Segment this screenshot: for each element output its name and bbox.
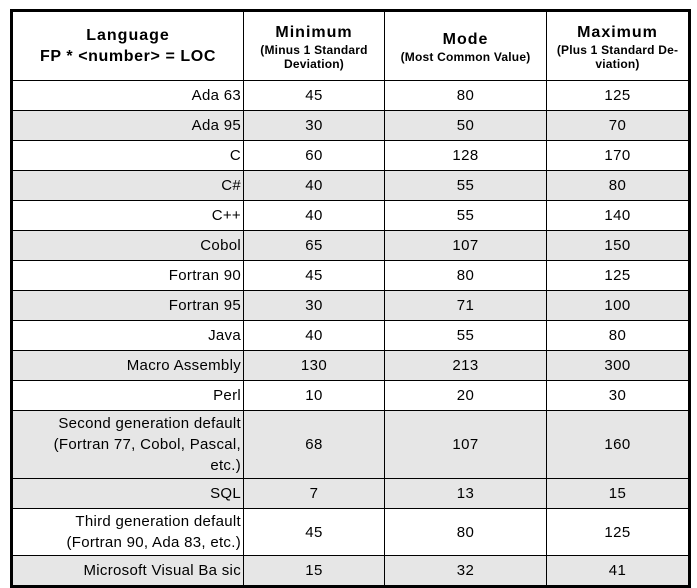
- maximum-cell: 30: [546, 380, 690, 411]
- language-cell: C#: [11, 170, 244, 201]
- header-row: Language FP * <number> = LOC Minimum (Mi…: [11, 10, 690, 81]
- table-row: Second generation default (Fortran 77, C…: [11, 410, 690, 479]
- table-row: Ada 63 45 80 125: [11, 80, 690, 111]
- mode-column-subtitle: (Most Common Value): [400, 49, 531, 64]
- language-column-header: Language FP * <number> = LOC: [11, 10, 244, 81]
- maximum-cell: 15: [546, 478, 690, 509]
- language-column-title: Language: [86, 26, 170, 44]
- language-cell: Third generation default (Fortran 90, Ad…: [11, 508, 244, 556]
- minimum-cell: 45: [243, 508, 385, 556]
- language-cell: Macro Assembly: [11, 350, 244, 381]
- maximum-cell: 140: [546, 200, 690, 231]
- language-cell: Second generation default (Fortran 77, C…: [11, 410, 244, 479]
- mode-cell: 107: [384, 410, 547, 479]
- mode-cell: 213: [384, 350, 547, 381]
- table-row: Microsoft Visual Ba sic 15 32 41: [11, 555, 690, 587]
- minimum-cell: 60: [243, 140, 385, 171]
- maximum-cell: 150: [546, 230, 690, 261]
- minimum-cell: 65: [243, 230, 385, 261]
- language-loc-table: Language FP * <number> = LOC Minimum (Mi…: [10, 9, 691, 588]
- minimum-cell: 40: [243, 170, 385, 201]
- mode-cell: 13: [384, 478, 547, 509]
- mode-cell: 107: [384, 230, 547, 261]
- language-cell: Fortran 95: [11, 290, 244, 321]
- language-cell: Microsoft Visual Ba sic: [11, 555, 244, 587]
- minimum-column-subtitle: (Minus 1 Standard Deviation): [260, 42, 368, 71]
- language-cell: C++: [11, 200, 244, 231]
- table-row: SQL 7 13 15: [11, 478, 690, 509]
- table-row: Ada 95 30 50 70: [11, 110, 690, 141]
- table-row: Cobol 65 107 150: [11, 230, 690, 261]
- maximum-cell: 41: [546, 555, 690, 587]
- mode-cell: 50: [384, 110, 547, 141]
- mode-cell: 71: [384, 290, 547, 321]
- table-row: Java 40 55 80: [11, 320, 690, 351]
- table-row: Fortran 95 30 71 100: [11, 290, 690, 321]
- maximum-cell: 125: [546, 508, 690, 556]
- maximum-cell: 170: [546, 140, 690, 171]
- maximum-cell: 160: [546, 410, 690, 479]
- minimum-cell: 30: [243, 110, 385, 141]
- table-row: Third generation default (Fortran 90, Ad…: [11, 508, 690, 556]
- maximum-cell: 125: [546, 260, 690, 291]
- mode-cell: 80: [384, 80, 547, 111]
- minimum-cell: 15: [243, 555, 385, 587]
- language-column-formula: FP * <number> = LOC: [39, 47, 217, 65]
- table-row: C 60 128 170: [11, 140, 690, 171]
- mode-cell: 80: [384, 260, 547, 291]
- minimum-cell: 7: [243, 478, 385, 509]
- minimum-cell: 45: [243, 260, 385, 291]
- minimum-column-title: Minimum: [275, 23, 353, 41]
- mode-cell: 80: [384, 508, 547, 556]
- table-row: Perl 10 20 30: [11, 380, 690, 411]
- mode-column-title: Mode: [442, 30, 489, 48]
- mode-cell: 128: [384, 140, 547, 171]
- language-cell: C: [11, 140, 244, 171]
- maximum-cell: 300: [546, 350, 690, 381]
- maximum-cell: 125: [546, 80, 690, 111]
- maximum-cell: 70: [546, 110, 690, 141]
- minimum-cell: 68: [243, 410, 385, 479]
- minimum-cell: 45: [243, 80, 385, 111]
- language-cell: Ada 95: [11, 110, 244, 141]
- language-cell: SQL: [11, 478, 244, 509]
- table-header: Language FP * <number> = LOC Minimum (Mi…: [11, 10, 690, 81]
- maximum-column-subtitle: (Plus 1 Standard De- viation): [556, 42, 679, 71]
- minimum-cell: 10: [243, 380, 385, 411]
- mode-cell: 20: [384, 380, 547, 411]
- mode-cell: 55: [384, 170, 547, 201]
- table-row: C# 40 55 80: [11, 170, 690, 201]
- maximum-column-title: Maximum: [577, 23, 658, 41]
- language-cell: Perl: [11, 380, 244, 411]
- minimum-cell: 40: [243, 320, 385, 351]
- maximum-column-header: Maximum (Plus 1 Standard De- viation): [546, 10, 690, 81]
- mode-cell: 55: [384, 200, 547, 231]
- minimum-column-header: Minimum (Minus 1 Standard Deviation): [243, 10, 385, 81]
- language-cell: Ada 63: [11, 80, 244, 111]
- language-cell: Java: [11, 320, 244, 351]
- table-body: Ada 63 45 80 125 Ada 95 30 50 70 C 60 128 170 C# 40 55…: [11, 80, 690, 587]
- minimum-cell: 130: [243, 350, 385, 381]
- language-cell: Fortran 90: [11, 260, 244, 291]
- table-row: C++ 40 55 140: [11, 200, 690, 231]
- table-row: Fortran 90 45 80 125: [11, 260, 690, 291]
- minimum-cell: 30: [243, 290, 385, 321]
- mode-cell: 32: [384, 555, 547, 587]
- mode-column-header: Mode (Most Common Value): [384, 10, 547, 81]
- table-row: Macro Assembly 130 213 300: [11, 350, 690, 381]
- maximum-cell: 80: [546, 320, 690, 351]
- mode-cell: 55: [384, 320, 547, 351]
- maximum-cell: 100: [546, 290, 690, 321]
- language-cell: Cobol: [11, 230, 244, 261]
- maximum-cell: 80: [546, 170, 690, 201]
- minimum-cell: 40: [243, 200, 385, 231]
